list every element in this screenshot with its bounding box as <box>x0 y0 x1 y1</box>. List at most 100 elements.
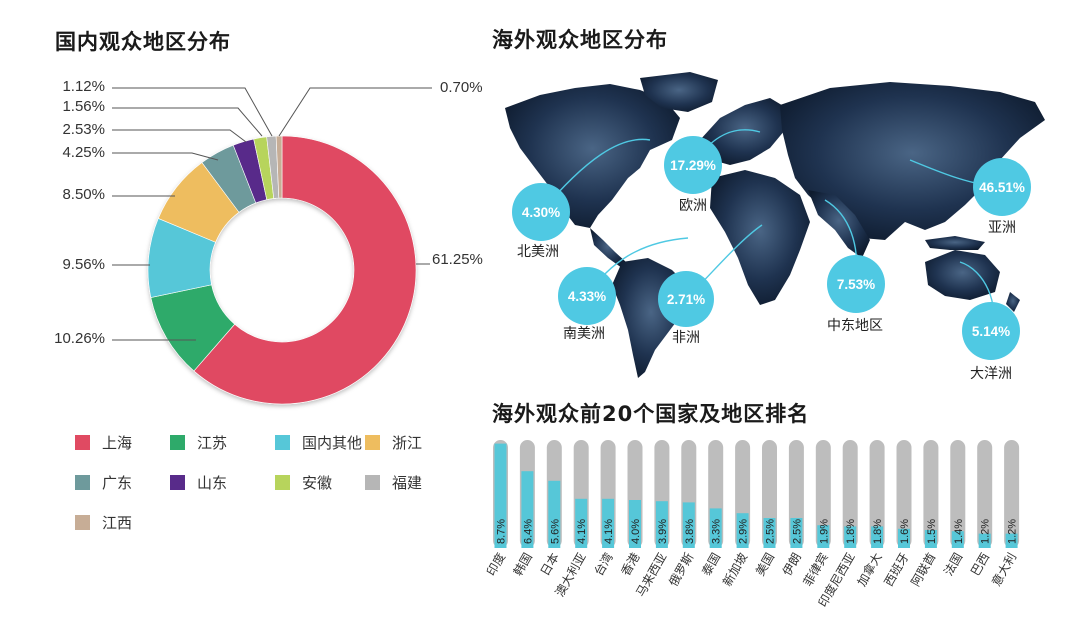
map-chart-title: 海外观众地区分布 <box>492 28 668 52</box>
bar-fill-3 <box>575 498 588 548</box>
region-name-1: 欧洲 <box>679 198 707 214</box>
region-bubble-0 <box>512 183 570 241</box>
legend-item-3: 浙江 <box>365 432 422 453</box>
legend-swatch <box>170 435 185 450</box>
bar-category-19: 意大利 <box>988 550 1019 589</box>
bar-category-5: 香港 <box>618 551 642 579</box>
region-bubble-3 <box>558 267 616 325</box>
region-name-3: 南美洲 <box>563 326 605 342</box>
slice-label-1: 10.26% <box>54 330 105 347</box>
bar-category-0: 印度 <box>483 550 508 578</box>
bar-value-17: 1.4% <box>953 519 965 544</box>
bubble-value-5: 7.53% <box>837 277 875 292</box>
bubble-value-6: 5.14% <box>972 324 1010 339</box>
legend-label: 江苏 <box>197 434 228 452</box>
legend-swatch <box>75 515 90 530</box>
region-name-0: 北美洲 <box>517 244 559 260</box>
bar-value-11: 2.5% <box>791 519 803 544</box>
bar-fill-11 <box>790 518 803 548</box>
bar-fill-0 <box>494 443 507 548</box>
slice-label-7: 1.12% <box>62 78 105 95</box>
bar-category-16: 阿联酋 <box>907 550 938 589</box>
bar-value-14: 1.8% <box>872 519 884 544</box>
bar-value-12: 1.9% <box>818 519 830 544</box>
bar-fill-13 <box>844 526 857 548</box>
legend-item-5: 山东 <box>170 472 227 493</box>
slice-label-0: 61.25% <box>432 251 483 268</box>
legend-item-8: 江西 <box>75 512 132 533</box>
leader-line-5 <box>112 129 247 143</box>
bubble-value-3: 4.33% <box>568 289 606 304</box>
legend-swatch <box>365 435 380 450</box>
bar-value-6: 3.9% <box>657 519 669 544</box>
bar-category-1: 韩国 <box>510 550 535 578</box>
legend-item-7: 福建 <box>365 472 422 493</box>
slice-label-5: 2.53% <box>62 121 105 138</box>
leader-line-4 <box>112 152 219 161</box>
bar-value-3: 4.1% <box>576 519 588 544</box>
slice-label-2: 9.56% <box>62 256 105 273</box>
legend-label: 福建 <box>392 474 423 492</box>
bar-fill-16 <box>924 530 937 548</box>
slice-label-6: 1.56% <box>62 98 105 115</box>
bar-category-14: 加拿大 <box>854 550 885 589</box>
region-bubble-4 <box>658 271 714 327</box>
legend-item-2: 国内其他 <box>275 432 362 453</box>
bar-value-8: 3.3% <box>711 519 723 544</box>
legend-swatch <box>275 475 290 490</box>
bar-value-1: 6.4% <box>522 519 534 544</box>
legend-swatch <box>365 475 380 490</box>
legend-item-1: 江苏 <box>170 432 227 453</box>
bar-fill-9 <box>736 513 749 548</box>
bar-fill-1 <box>521 471 534 548</box>
legend-label: 江西 <box>102 514 133 532</box>
bar-value-5: 4.0% <box>630 519 642 544</box>
bar-value-7: 3.8% <box>684 519 696 544</box>
bubble-value-4: 2.71% <box>667 292 705 307</box>
bar-value-15: 1.6% <box>899 519 911 544</box>
region-name-2: 亚洲 <box>988 220 1016 236</box>
legend-label: 国内其他 <box>302 434 363 452</box>
region-bubble-6 <box>962 302 1020 360</box>
bar-fill-6 <box>655 501 668 548</box>
legend-label: 安徽 <box>302 474 333 492</box>
bubble-value-1: 17.29% <box>670 158 716 173</box>
bar-track-15 <box>896 440 912 548</box>
bar-value-2: 5.6% <box>549 519 561 544</box>
legend-swatch <box>170 475 185 490</box>
slice-label-3: 8.50% <box>62 186 105 203</box>
region-name-5: 中东地区 <box>827 318 883 334</box>
bar-track-13 <box>842 440 858 548</box>
bar-fill-10 <box>763 518 776 548</box>
legend-item-6: 安徽 <box>275 472 332 493</box>
legend-label: 山东 <box>197 474 228 492</box>
bar-track-14 <box>869 440 885 548</box>
bar-category-8: 泰国 <box>699 551 723 579</box>
bar-track-18 <box>977 440 993 548</box>
bar-fill-19 <box>1005 533 1018 548</box>
legend-label: 广东 <box>102 474 133 492</box>
bar-category-15: 西班牙 <box>881 551 911 589</box>
legend-swatch <box>75 475 90 490</box>
slice-label-8: 0.70% <box>440 79 483 96</box>
bubble-value-0: 4.30% <box>522 205 560 220</box>
leader-line-8 <box>278 87 432 137</box>
bar-fill-8 <box>709 508 722 548</box>
bar-category-18: 巴西 <box>968 551 992 579</box>
bar-track-17 <box>950 440 966 548</box>
bar-fill-2 <box>548 480 561 548</box>
bar-track-12 <box>815 440 831 548</box>
legend-label: 上海 <box>102 434 133 452</box>
bar-category-10: 美国 <box>753 551 777 579</box>
bar-fill-4 <box>602 498 615 548</box>
bar-value-0: 8.7% <box>496 519 508 544</box>
bar-fill-14 <box>871 526 884 548</box>
leader-line-7 <box>112 87 273 137</box>
bar-value-16: 1.5% <box>926 519 938 544</box>
region-bubble-2 <box>973 158 1031 216</box>
bar-value-4: 4.1% <box>603 519 615 544</box>
legend-item-4: 广东 <box>75 472 132 493</box>
bar-category-7: 俄罗斯 <box>666 551 696 589</box>
leader-line-6 <box>112 107 263 137</box>
